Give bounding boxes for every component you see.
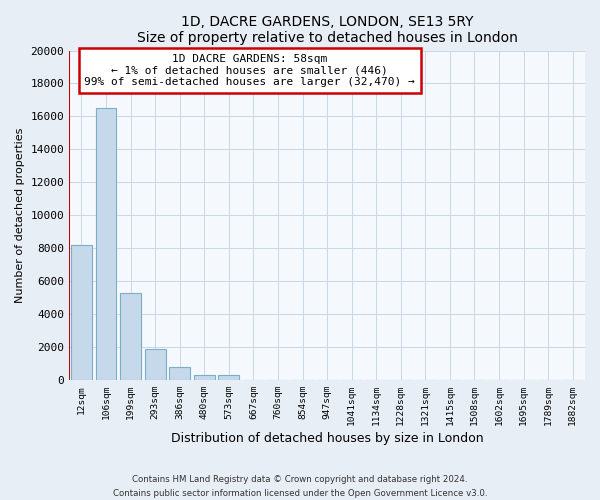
Bar xyxy=(194,375,215,380)
Title: 1D, DACRE GARDENS, LONDON, SE13 5RY
Size of property relative to detached houses: 1D, DACRE GARDENS, LONDON, SE13 5RY Size… xyxy=(137,15,518,45)
Bar xyxy=(95,108,116,380)
Bar xyxy=(71,245,92,380)
Bar xyxy=(169,367,190,380)
Bar xyxy=(218,376,239,380)
Bar xyxy=(145,350,166,380)
Bar xyxy=(120,292,141,380)
X-axis label: Distribution of detached houses by size in London: Distribution of detached houses by size … xyxy=(171,432,484,445)
Text: 1D DACRE GARDENS: 58sqm
← 1% of detached houses are smaller (446)
99% of semi-de: 1D DACRE GARDENS: 58sqm ← 1% of detached… xyxy=(85,54,415,87)
Y-axis label: Number of detached properties: Number of detached properties xyxy=(15,128,25,303)
Text: Contains HM Land Registry data © Crown copyright and database right 2024.
Contai: Contains HM Land Registry data © Crown c… xyxy=(113,476,487,498)
